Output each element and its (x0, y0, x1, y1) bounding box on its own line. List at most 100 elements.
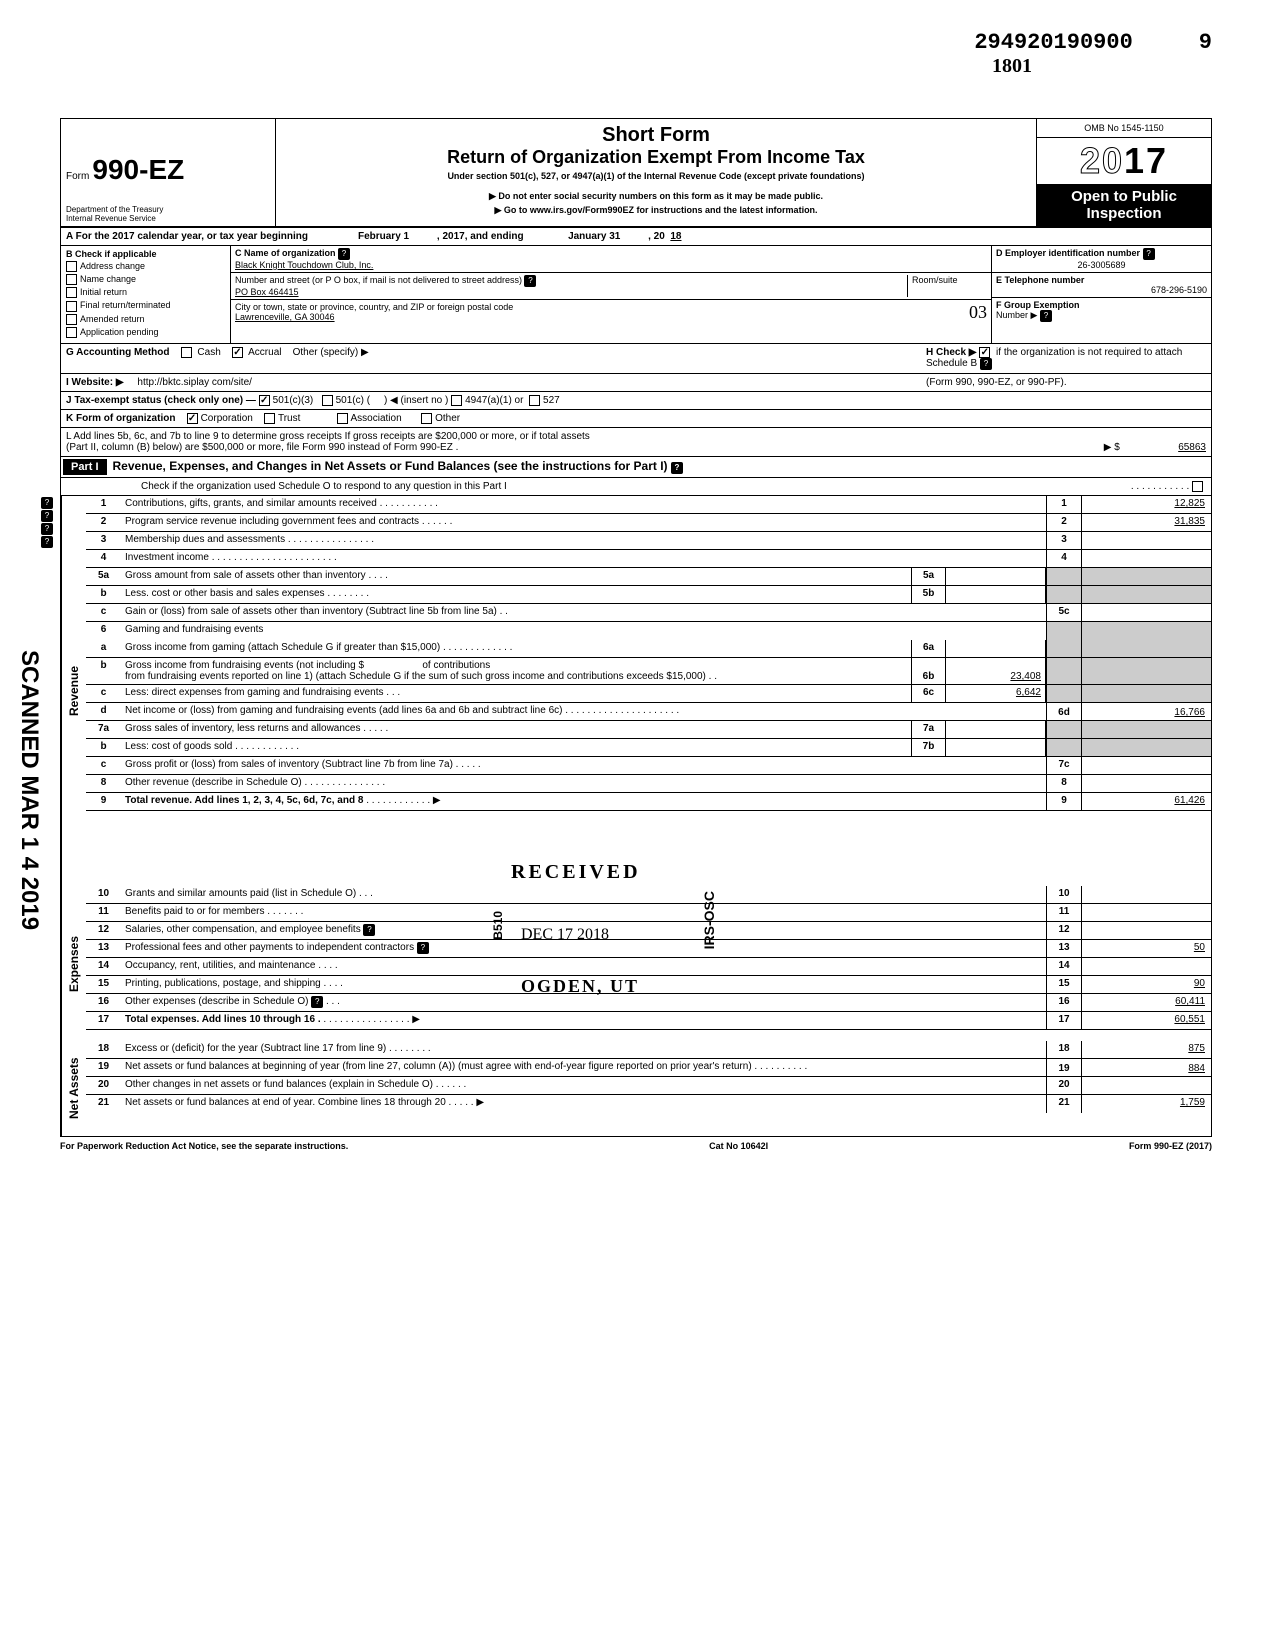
page-9: 9 (1199, 30, 1212, 55)
line-desc: Gross income from fundraising events (no… (121, 658, 911, 684)
line-10: 10 Grants and similar amounts paid (list… (86, 886, 1211, 904)
line-num: 8 (86, 775, 121, 792)
assoc-checkbox[interactable] (337, 413, 348, 424)
help-icon: ? (524, 275, 536, 287)
line-desc: Investment income (125, 552, 209, 563)
501c-checkbox[interactable] (322, 395, 333, 406)
line-14: 14 Occupancy, rent, utilities, and maint… (86, 958, 1211, 976)
trust-checkbox[interactable] (264, 413, 275, 424)
other-org-checkbox[interactable] (421, 413, 432, 424)
pending-checkbox[interactable] (66, 327, 77, 338)
part1-title: Revenue, Expenses, and Changes in Net As… (113, 459, 683, 474)
help-icon: ? (417, 942, 429, 954)
end-val: 875 (1081, 1041, 1211, 1058)
end-val (1081, 604, 1211, 621)
stamp-b510: B510 (491, 911, 505, 940)
initial-checkbox[interactable] (66, 287, 77, 298)
k-label: K Form of organization (66, 413, 175, 424)
help-icon: ? (41, 510, 53, 522)
form-number-box: Form 990-EZ Department of the Treasury I… (61, 119, 276, 226)
mid-val (946, 586, 1046, 603)
under-section: Under section 501(c), 527, or 4947(a)(1)… (286, 171, 1026, 181)
line-num: 11 (86, 904, 121, 921)
b-label: B Check if applicable (66, 249, 225, 259)
end-num: 10 (1046, 886, 1081, 903)
help-icon: ? (41, 523, 53, 535)
trust-label: Trust (278, 413, 300, 424)
4947-checkbox[interactable] (451, 395, 462, 406)
section-bcd: B Check if applicable Address change Nam… (60, 246, 1212, 344)
line-num: b (86, 586, 121, 603)
line-11: 11 Benefits paid to or for members . . .… (86, 904, 1211, 922)
end-val: 1,759 (1081, 1095, 1211, 1113)
end-num: 11 (1046, 904, 1081, 921)
h-label: H Check ▶ (926, 347, 976, 358)
line-7c: c Gross profit or (loss) from sales of i… (86, 757, 1211, 775)
line-15: 15 Printing, publications, postage, and … (86, 976, 1211, 994)
end-val (1081, 1077, 1211, 1094)
corp-checkbox[interactable] (187, 413, 198, 424)
end-num: 14 (1046, 958, 1081, 975)
end-num: 5c (1046, 604, 1081, 621)
line-20: 20 Other changes in net assets or fund b… (86, 1077, 1211, 1095)
h-text2: (Form 990, 990-EZ, or 990-PF). (926, 377, 1206, 388)
line-num: 10 (86, 886, 121, 903)
e-label: E Telephone number (996, 275, 1084, 285)
line-desc: Membership dues and assessments (125, 534, 285, 545)
mid-num: 7b (911, 739, 946, 756)
help-icon: ? (338, 248, 350, 260)
line-num: 19 (86, 1059, 121, 1076)
line-num: c (86, 685, 121, 702)
addr-change-checkbox[interactable] (66, 261, 77, 272)
mid-val: 23,408 (946, 658, 1046, 684)
line-desc: Net assets or fund balances at beginning… (125, 1061, 752, 1072)
end-val: 31,835 (1081, 514, 1211, 531)
line-7b: b Less: cost of goods sold . . . . . . .… (86, 739, 1211, 757)
insert-label: ) ◀ (insert no ) (384, 395, 448, 406)
501c3-checkbox[interactable] (259, 395, 270, 406)
gray-cell (1081, 640, 1211, 657)
527-checkbox[interactable] (529, 395, 540, 406)
end-num: 8 (1046, 775, 1081, 792)
handwritten-number: 1801 (60, 55, 1032, 78)
cat-number: Cat No 10642I (709, 1141, 768, 1151)
line-17: 17 Total expenses. Add lines 10 through … (86, 1012, 1211, 1030)
schedule-o-checkbox[interactable] (1192, 481, 1203, 492)
cash-checkbox[interactable] (181, 347, 192, 358)
amended-checkbox[interactable] (66, 314, 77, 325)
h-checkbox[interactable] (979, 347, 990, 358)
final-checkbox[interactable] (66, 301, 77, 312)
line-num: 17 (86, 1012, 121, 1029)
line-5c: c Gain or (loss) from sale of assets oth… (86, 604, 1211, 622)
section-b: B Check if applicable Address change Nam… (61, 246, 231, 343)
line-num: 13 (86, 940, 121, 957)
name-change-checkbox[interactable] (66, 274, 77, 285)
gray-cell (1081, 568, 1211, 585)
line-1: 1 Contributions, gifts, grants, and simi… (86, 496, 1211, 514)
year-2017: , 2017, and ending (437, 231, 524, 242)
end-num: 21 (1046, 1095, 1081, 1113)
mid-val (946, 739, 1046, 756)
line-desc: Benefits paid to or for members (125, 906, 265, 917)
end-date: January 31 (568, 231, 620, 242)
c-label: C Name of organization (235, 248, 336, 258)
gray-cell (1046, 568, 1081, 585)
section-k: K Form of organization Corporation Trust… (60, 410, 1212, 428)
end-val (1081, 886, 1211, 903)
net-assets-label: Net Assets (61, 1041, 86, 1136)
city-label: City or town, state or province, country… (235, 302, 513, 312)
comma-20: , 20 (648, 231, 665, 242)
line-6a: a Gross income from gaming (attach Sched… (86, 640, 1211, 658)
main-table: Revenue ? ? ? ? 1 Contributions, gifts, … (60, 496, 1212, 1137)
line-desc: Excess or (deficit) for the year (Subtra… (125, 1043, 386, 1054)
end-num: 17 (1046, 1012, 1081, 1029)
line-num: 3 (86, 532, 121, 549)
form-title-main: Return of Organization Exempt From Incom… (286, 147, 1026, 168)
end-val (1081, 922, 1211, 939)
section-def: D Employer identification number ? 26-30… (991, 246, 1211, 343)
end-val: 16,766 (1081, 703, 1211, 720)
accrual-checkbox[interactable] (232, 347, 243, 358)
instruction-url: ▶ Go to www.irs.gov/Form990EZ for instru… (286, 205, 1026, 216)
gray-cell (1046, 685, 1081, 702)
website-value: http://bktc.siplay com/site/ (137, 377, 252, 388)
